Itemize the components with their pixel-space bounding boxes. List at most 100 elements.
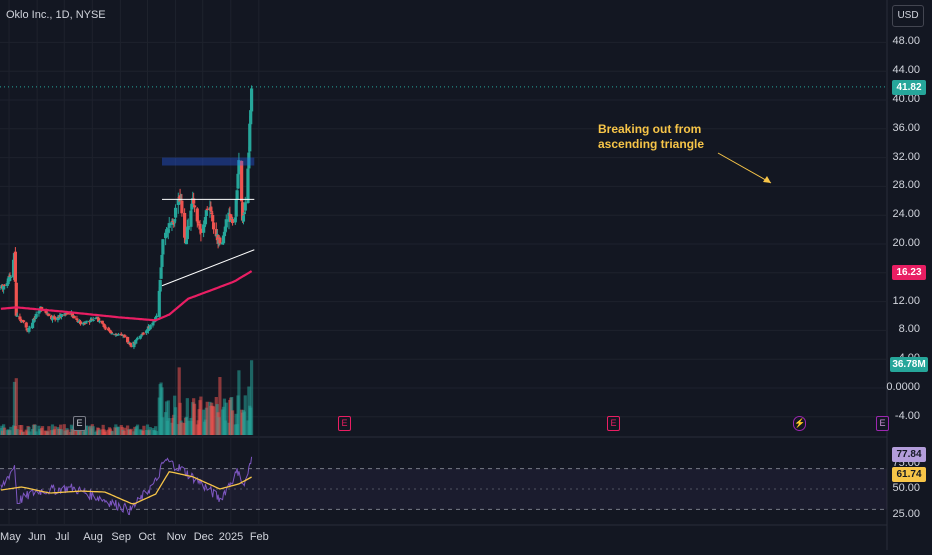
candle-body <box>109 331 113 334</box>
volume-bar <box>164 401 169 435</box>
price-tick-label: 12.00 <box>892 294 920 307</box>
candle-body <box>135 339 139 341</box>
candle-body <box>96 317 100 319</box>
price-tick-label: 8.00 <box>898 323 920 336</box>
volume-bar <box>173 407 178 435</box>
candle-body <box>101 323 105 325</box>
candle-body <box>170 221 174 225</box>
candle-body <box>224 219 228 228</box>
candle-body <box>134 339 138 344</box>
dividend-flash-marker[interactable]: ⚡ <box>793 416 806 431</box>
rsi-panel <box>0 456 887 516</box>
price-tick-label: 32.00 <box>892 150 920 163</box>
candle-body <box>62 314 66 316</box>
earnings-marker-may[interactable]: E <box>73 416 86 431</box>
candle-body <box>5 283 9 286</box>
volume-bar <box>167 418 171 435</box>
candle-body <box>183 212 187 238</box>
currency-button[interactable]: USD <box>892 5 924 27</box>
candle-body <box>248 123 252 152</box>
candle-body <box>44 310 48 314</box>
volume-bar <box>148 427 152 435</box>
candle-body <box>38 310 42 312</box>
candle-body <box>83 322 87 324</box>
candle-body <box>223 226 227 232</box>
candle-body <box>211 214 215 222</box>
candle-body <box>94 317 98 320</box>
price-tick-label: 40.00 <box>892 93 920 105</box>
candle-body <box>240 202 245 221</box>
candle-body <box>110 333 114 335</box>
time-tick-label: 2025 <box>218 531 244 543</box>
volume-bar <box>91 426 95 435</box>
candle-body <box>158 279 162 292</box>
candle-body <box>209 207 213 211</box>
time-tick-label: Sep <box>111 531 131 543</box>
candle-body <box>159 267 163 279</box>
candle-body <box>21 320 26 322</box>
grid <box>0 0 888 550</box>
volume-bar <box>116 426 121 435</box>
volume-bar <box>192 403 197 435</box>
candle-body <box>230 219 235 223</box>
candle-body <box>236 173 240 189</box>
candle-body <box>151 322 155 326</box>
breakout-annotation: Breaking out from ascending triangle <box>598 122 705 151</box>
volume-bar <box>222 398 227 435</box>
candle-body <box>192 205 197 208</box>
volume-bar <box>104 430 108 435</box>
candle-body <box>164 232 168 239</box>
candle-body <box>50 317 55 320</box>
time-tick-label: Jul <box>55 531 70 543</box>
candle-body <box>214 229 218 237</box>
candle-body <box>202 224 207 226</box>
volume-bar <box>21 431 26 435</box>
candle-body <box>8 275 12 277</box>
candle-body <box>95 316 99 318</box>
volume-bar <box>27 426 31 435</box>
candle-body <box>18 316 22 320</box>
candle-body <box>218 237 222 244</box>
candle-body <box>172 222 176 224</box>
candle-body <box>199 228 203 233</box>
price-tick-label: -4.00 <box>894 409 920 422</box>
volume-bar <box>185 398 189 435</box>
candle-body <box>75 318 79 320</box>
candle-body <box>227 212 231 222</box>
candle-body <box>84 321 88 324</box>
support-trendline <box>161 249 255 287</box>
volume-bar <box>154 431 159 435</box>
time-tick-label: Dec <box>193 531 214 543</box>
candle-body <box>178 195 182 203</box>
candle-body <box>28 327 32 329</box>
volume-bar <box>243 395 247 435</box>
earnings-marker-future[interactable]: E <box>876 416 889 431</box>
candle-body <box>85 320 89 322</box>
symbol-title[interactable]: Oklo Inc., 1D, NYSE <box>6 9 106 21</box>
rsi-ma-tag: 61.74 <box>892 467 926 482</box>
candle-body <box>138 335 142 339</box>
last-price-tag: 41.82 <box>892 80 926 95</box>
price-tick-label: 44.00 <box>892 64 920 77</box>
candle-body <box>204 210 208 216</box>
candle-body <box>167 223 171 228</box>
candle-body <box>135 338 140 340</box>
volume-bar <box>85 425 89 435</box>
candle-body <box>107 329 112 331</box>
candle-body <box>15 315 19 317</box>
candle-body <box>173 207 178 218</box>
earnings-marker-nov[interactable]: E <box>607 416 620 431</box>
earnings-marker-aug[interactable]: E <box>338 416 351 431</box>
candle-body <box>221 235 226 244</box>
candle-body <box>247 152 251 169</box>
candle-body <box>185 227 189 240</box>
candle-body <box>33 317 37 319</box>
candles[interactable] <box>0 85 254 350</box>
volume-bar <box>186 420 190 435</box>
ma-price-tag: 16.23 <box>892 265 926 280</box>
rsi-ma-line <box>0 470 252 505</box>
candle-body <box>34 313 38 318</box>
candle-body <box>173 219 177 222</box>
